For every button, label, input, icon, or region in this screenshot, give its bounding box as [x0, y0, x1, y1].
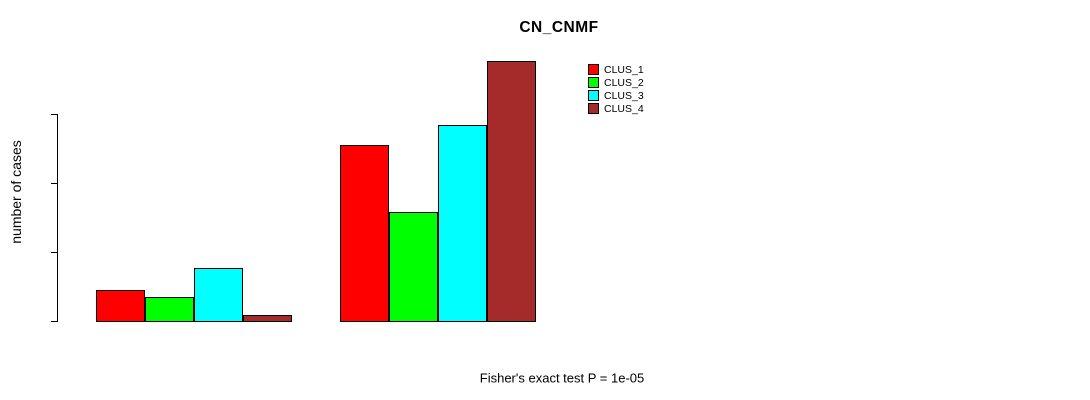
y-tick-mark — [51, 321, 58, 322]
bar-clus_1-group1 — [96, 289, 145, 322]
bar-clus_1-group2 — [340, 144, 389, 322]
legend-swatch-icon — [588, 103, 599, 114]
legend-swatch-icon — [588, 77, 599, 88]
legend-label: CLUS_2 — [604, 76, 644, 89]
bar-clus_3-group1 — [194, 267, 243, 322]
legend-item-clus_3: CLUS_3 — [588, 89, 644, 102]
legend-item-clus_1: CLUS_1 — [588, 63, 644, 76]
legend-swatch-icon — [588, 64, 599, 75]
legend-item-clus_2: CLUS_2 — [588, 76, 644, 89]
bar-clus_3-group2 — [438, 124, 487, 322]
y-tick-mark — [51, 252, 58, 253]
bar-clus_4-group1 — [243, 314, 292, 322]
legend-item-clus_4: CLUS_4 — [588, 102, 644, 115]
y-axis-line — [57, 114, 58, 322]
y-axis-label: number of cases — [8, 140, 24, 244]
stat-note: Fisher's exact test P = 1e-05 — [479, 370, 645, 386]
y-tick-mark — [51, 183, 58, 184]
bar-clus_4-group2 — [487, 60, 536, 322]
legend-label: CLUS_3 — [604, 89, 644, 102]
legend-label: CLUS_1 — [604, 63, 644, 76]
legend-swatch-icon — [588, 90, 599, 101]
y-tick-mark — [51, 114, 58, 115]
bar-clus_2-group2 — [389, 211, 438, 322]
chart-title: CN_CNMF — [519, 19, 599, 36]
legend: CLUS_1 CLUS_2 CLUS_3 CLUS_4 — [588, 63, 644, 115]
legend-label: CLUS_4 — [604, 102, 644, 115]
bar-clus_2-group1 — [145, 296, 194, 322]
